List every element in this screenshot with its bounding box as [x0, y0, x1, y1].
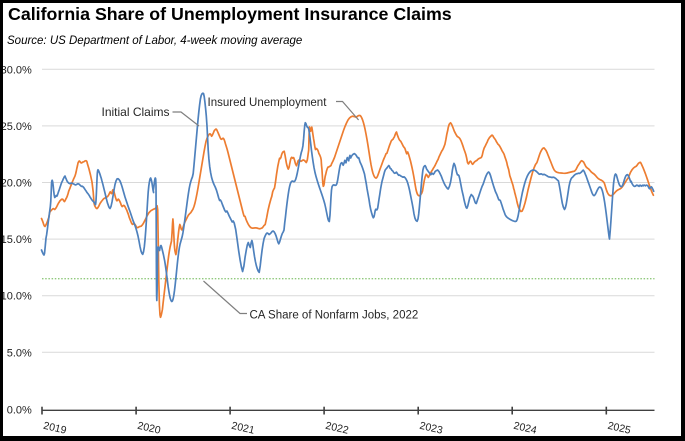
- svg-text:10.0%: 10.0%: [1, 291, 32, 303]
- svg-text:2021: 2021: [230, 420, 256, 437]
- svg-text:Insured Unemployment: Insured Unemployment: [208, 97, 328, 109]
- svg-text:Initial Claims: Initial Claims: [102, 105, 170, 119]
- svg-text:5.0%: 5.0%: [7, 347, 32, 359]
- svg-text:California Share of Unemployme: California Share of Unemployment Insuran…: [8, 4, 452, 24]
- svg-text:15.0%: 15.0%: [1, 234, 32, 246]
- svg-text:CA Share of Nonfarm Jobs, 2022: CA Share of Nonfarm Jobs, 2022: [250, 310, 419, 322]
- svg-text:2023: 2023: [418, 420, 444, 437]
- svg-text:25.0%: 25.0%: [1, 121, 32, 133]
- svg-text:20.0%: 20.0%: [1, 178, 32, 190]
- svg-text:2024: 2024: [512, 420, 538, 437]
- svg-text:2022: 2022: [324, 420, 350, 437]
- svg-text:2025: 2025: [606, 420, 632, 437]
- svg-text:Source: US Department of Labo: Source: US Department of Labor, 4-week m…: [7, 35, 302, 47]
- svg-text:2019: 2019: [42, 420, 68, 437]
- svg-text:0.0%: 0.0%: [7, 404, 32, 416]
- svg-text:2020: 2020: [136, 420, 162, 437]
- svg-text:30.0%: 30.0%: [1, 64, 32, 76]
